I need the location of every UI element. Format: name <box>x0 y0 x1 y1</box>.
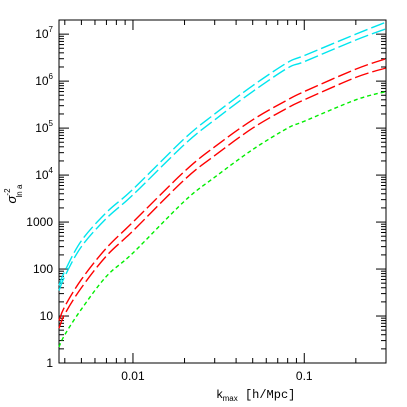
series-group <box>58 21 387 348</box>
series-line-2 <box>58 28 387 291</box>
svg-text:σ-2ln a: σ-2 ln a <box>3 184 24 203</box>
plot-frame <box>58 19 387 364</box>
series-line-1 <box>58 21 387 286</box>
y-tick-label: 107 <box>35 25 53 41</box>
y-tick-label: 104 <box>35 166 53 182</box>
y-tick-label: 106 <box>35 72 53 88</box>
x-tick-label: 0.01 <box>121 369 145 383</box>
y-axis-label-main: σ <box>4 194 19 203</box>
series-line-3 <box>58 58 387 321</box>
x-axis-label-rest: [h/Mpc] <box>238 388 296 402</box>
x-axis-label-main: k <box>217 387 224 401</box>
y-axis-label: σ-2 ln a <box>3 184 24 203</box>
y-axis-label-sub: ln a <box>15 184 24 197</box>
y-tick-label: 105 <box>35 119 53 135</box>
y-tick-label: 1 <box>46 356 53 370</box>
x-tick-label: 0.1 <box>296 369 313 383</box>
y-axis-label-sup: -2 <box>3 188 12 196</box>
y-tick-label: 10 <box>40 309 54 323</box>
y-tick-label: 1000 <box>26 215 53 229</box>
y-tick-label: 100 <box>33 262 53 276</box>
tick-labels: 0.01 0.1 1 10 100 1000 104 105 106 107 <box>26 25 313 383</box>
x-axis-label-sub: max <box>223 394 238 403</box>
series-line-5 <box>58 90 387 348</box>
ticks <box>59 19 386 364</box>
x-axis-label: kmax [h/Mpc] <box>217 387 296 403</box>
series-line-4 <box>58 67 387 329</box>
